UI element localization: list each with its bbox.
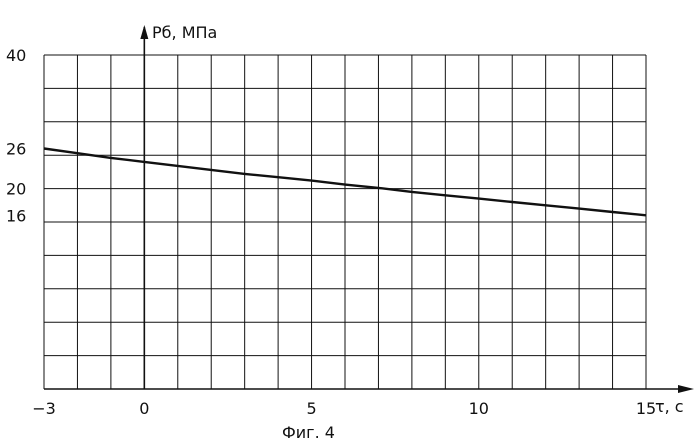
- figure-caption: Фиг. 4: [282, 423, 335, 442]
- x-tick-label: 5: [306, 399, 316, 418]
- labels: −3 0 5 10 15 16 20 26 40: [6, 46, 656, 418]
- x-tick-label: 15: [636, 399, 656, 418]
- y-axis-label: Pб, МПа: [152, 23, 217, 42]
- x-axis-arrow: [678, 385, 694, 393]
- y-axis-arrow: [140, 25, 148, 39]
- x-tick-label: 0: [139, 399, 149, 418]
- y-tick-label: 16: [6, 206, 26, 225]
- x-tick-label: 10: [469, 399, 489, 418]
- x-axis-label: τ, с: [655, 397, 684, 416]
- y-tick-label: 26: [6, 140, 26, 159]
- y-tick-label: 40: [6, 46, 26, 65]
- axes: [44, 25, 694, 393]
- y-tick-label: 20: [6, 180, 26, 199]
- x-tick-label: −3: [32, 399, 56, 418]
- grid-lines: [44, 55, 646, 389]
